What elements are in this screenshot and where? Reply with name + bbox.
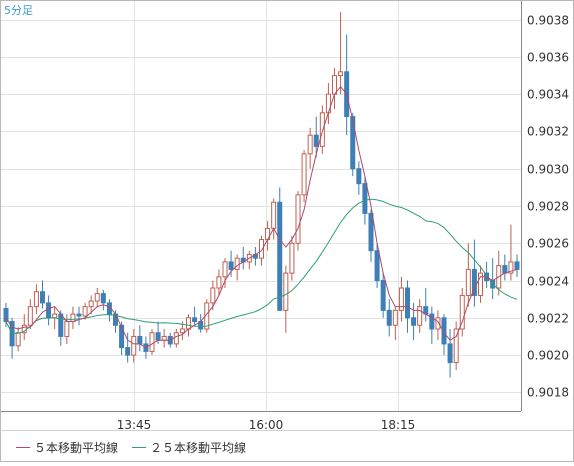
candle-body-up [27,306,33,326]
x-tick-label: 18:15 [381,418,416,432]
candle-body-up [338,71,344,77]
candle-body-up [88,300,94,308]
y-tick-label: 0.9020 [527,349,569,363]
candle-body-down [441,317,447,345]
candle-body-down [313,134,319,147]
y-tick-label: 0.9036 [527,51,569,65]
candle-body-up [94,293,100,302]
candle-body-up [234,257,240,270]
candle-body-up [216,276,222,289]
candle-body-down [100,293,106,304]
ma5-line [5,85,518,349]
y-tick-label: 0.9034 [527,88,569,102]
candle-body-up [465,268,471,296]
candle-body-up [301,153,307,196]
legend-item-ma5: ５本移動平均線 [16,439,118,456]
candle-body-down [192,317,198,323]
candle-body-up [70,313,76,323]
candle-body-up [15,332,21,347]
candle-body-down [405,287,410,319]
candle-body-up [179,328,185,334]
candle-body-down [40,291,45,304]
candle-body-up [508,261,514,274]
candle-body-down [356,168,362,185]
candle-body-down [350,116,356,170]
candle-body-down [228,261,234,270]
x-tick-label: 16:00 [249,418,284,432]
candle-body-up [186,317,191,330]
candle-body-down [502,265,508,274]
ma25-line [5,198,518,335]
candle-body-up [435,317,441,330]
chart-legend: ５本移動平均線 ２５本移動平均線 [16,439,246,456]
candle-body-up [82,306,88,317]
candle-body-down [119,324,125,349]
candle-body-up [149,332,155,352]
y-tick-label: 0.9018 [527,386,569,400]
candle-body-up [64,321,70,337]
candle-body-up [453,328,459,364]
timeframe-label: 5分足 [4,4,33,17]
candle-body-up [33,291,39,308]
legend-line-ma25 [132,447,147,448]
candle-body-down [380,280,386,311]
candle-body-down [137,335,143,345]
legend-item-ma25: ２５本移動平均線 [132,439,246,456]
candle-body-up [295,194,301,244]
candle-body-up [259,239,264,259]
legend-line-ma5 [16,447,30,448]
candle-body-up [161,335,167,341]
candle-body-up [222,261,228,278]
candle-body-down [471,268,477,296]
candle-body-up [131,335,137,356]
candle-body-up [173,332,179,345]
candle-body-up [332,75,337,95]
candle-body-up [319,112,325,147]
candle-body-up [271,201,277,229]
candle-body-down [374,250,380,282]
candle-body-down [411,317,417,326]
candle-body-down [447,343,453,364]
candle-body-down [125,347,131,356]
candle-body-down [429,313,435,330]
candle-body-up [210,287,216,304]
candle-body-down [76,313,82,317]
candle-body-down [46,302,52,319]
candle-body-up [289,242,295,274]
candle-body-down [386,309,392,326]
candle-body-up [478,272,483,296]
y-tick-label: 0.9030 [527,163,569,177]
legend-label-ma25: ２５本移動平均線 [150,441,247,455]
candle-body-up [417,306,423,326]
candle-body-up [459,294,465,330]
y-tick-label: 0.9024 [527,275,569,289]
candle-body-down [368,212,374,252]
y-tick-label: 0.9032 [527,125,569,139]
candle-body-down [58,313,64,337]
candle-body-up [21,324,27,334]
x-tick-label: 13:45 [117,418,152,432]
y-tick-label: 0.9028 [527,200,569,214]
y-tick-label: 0.9022 [527,312,569,326]
candle-body-down [514,261,520,270]
legend-label-ma5: ５本移動平均線 [34,441,119,455]
candle-body-down [277,201,283,311]
candle-body-up [392,309,398,326]
y-tick-label: 0.9038 [527,14,569,28]
candle-body-up [283,272,289,311]
candle-body-up [307,134,313,155]
y-tick-label: 0.9026 [527,237,569,251]
candle-body-up [398,287,404,311]
candle-body-down [362,183,368,214]
candle-body-down [155,332,161,341]
